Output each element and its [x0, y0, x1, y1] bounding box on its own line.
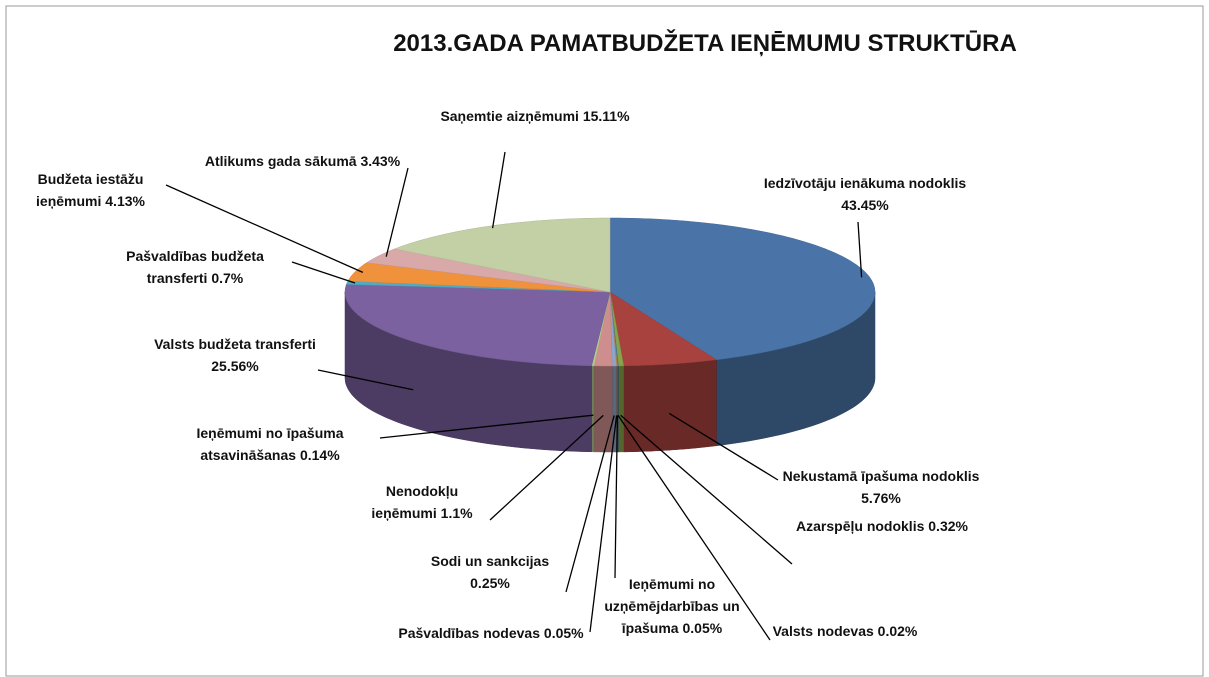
category-label: Ieņēmumi no uzņēmējdarbības un īpašuma	[604, 576, 740, 636]
category-label: Sodi un sankcijas	[430, 553, 550, 569]
pie-slice	[344, 284, 611, 367]
leader-line	[565, 415, 615, 593]
pie-slice	[609, 217, 876, 361]
category-label: Valsts nodevas	[772, 623, 874, 639]
leader-lines	[165, 151, 863, 641]
leader-line	[620, 414, 793, 565]
category-label: Ieņēmumi no īpašuma atsavināšanas	[196, 425, 344, 463]
leader-line	[589, 415, 618, 633]
pie-slice	[393, 217, 611, 293]
value-label: 43.45%	[841, 197, 889, 213]
value-label: 15.11%	[582, 108, 630, 124]
value-label: 3.43%	[360, 153, 401, 169]
category-label: Budžeta iestāžu ieņēmumi	[36, 171, 144, 209]
data-label: Saņemtie aizņēmumi 15.11%	[430, 105, 640, 127]
value-label: 4.13%	[105, 193, 145, 209]
data-label: Nenodokļu ieņēmumi 1.1%	[352, 480, 492, 524]
data-label: Valsts budžeta transferti 25.56%	[140, 333, 330, 377]
category-label: Nenodokļu ieņēmumi	[371, 483, 459, 521]
leader-line	[617, 414, 771, 641]
data-label: Azarspēļu nodoklis 0.32%	[792, 515, 972, 537]
data-label: Pašvaldības nodevas 0.05%	[386, 622, 596, 644]
value-label: 25.56%	[211, 358, 259, 374]
leader-line	[165, 184, 364, 273]
pie-slice-side	[593, 365, 613, 453]
pie-slice-side	[623, 359, 717, 453]
pie-slice	[365, 248, 611, 293]
pie-slice-side	[618, 365, 624, 453]
value-label: 0.32%	[928, 518, 968, 534]
value-label: 0.14%	[299, 447, 340, 463]
frame	[5, 5, 1204, 677]
category-label: Valsts budžeta transferti	[154, 336, 316, 352]
leader-line	[857, 221, 863, 278]
leader-line	[291, 261, 356, 284]
category-label: Nekustamā īpašuma nodoklis	[782, 468, 980, 484]
data-label: Iedzīvotāju ienākuma nodoklis 43.45%	[760, 172, 970, 216]
value-label: 1.1%	[440, 505, 473, 521]
leader-line	[379, 414, 594, 439]
leader-line	[385, 167, 409, 257]
data-label: Budžeta iestāžu ieņēmumi 4.13%	[8, 168, 173, 212]
leader-line	[489, 414, 604, 521]
data-label: Ieņēmumi no uzņēmējdarbības un īpašuma 0…	[582, 573, 762, 639]
chart-title: 2013.GADA PAMATBUDŽETA IEŅĒMUMU STRUKTŪR…	[393, 30, 1017, 57]
value-label: 0.02%	[877, 623, 918, 639]
pie-slice-side	[591, 365, 595, 453]
value-label: 5.76%	[861, 490, 901, 506]
category-label: Iedzīvotāju ienākuma nodoklis	[763, 175, 967, 191]
value-label: 0.05%	[543, 625, 584, 641]
data-label: Atlikums gada sākumā 3.43%	[185, 150, 420, 172]
data-label: Pašvaldības budžeta transferti 0.7%	[95, 245, 295, 289]
data-label: Valsts nodevas 0.02%	[770, 620, 920, 642]
value-label: 0.7%	[211, 270, 244, 286]
category-label: Atlikums gada sākumā	[204, 153, 357, 169]
category-label: Pašvaldības budžeta transferti	[126, 248, 264, 286]
value-label: 0.25%	[470, 575, 510, 591]
leader-line	[491, 151, 506, 229]
category-label: Pašvaldības nodevas	[398, 625, 541, 641]
pie-slice	[593, 291, 613, 367]
value-label: 0.05%	[682, 620, 723, 636]
data-label: Ieņēmumi no īpašuma atsavināšanas 0.14%	[150, 422, 390, 466]
data-label: Sodi un sankcijas 0.25%	[420, 550, 560, 594]
pie-slice	[347, 262, 611, 293]
leader-line	[614, 415, 619, 579]
data-label: Nekustamā īpašuma nodoklis 5.76%	[776, 465, 986, 509]
pie-tops	[344, 217, 876, 367]
leader-line	[317, 369, 414, 391]
category-label: Saņemtie aizņēmumi	[440, 108, 579, 124]
pie-slice	[609, 291, 718, 367]
category-label: Azarspēļu nodoklis	[796, 518, 925, 534]
leader-line	[668, 412, 779, 481]
